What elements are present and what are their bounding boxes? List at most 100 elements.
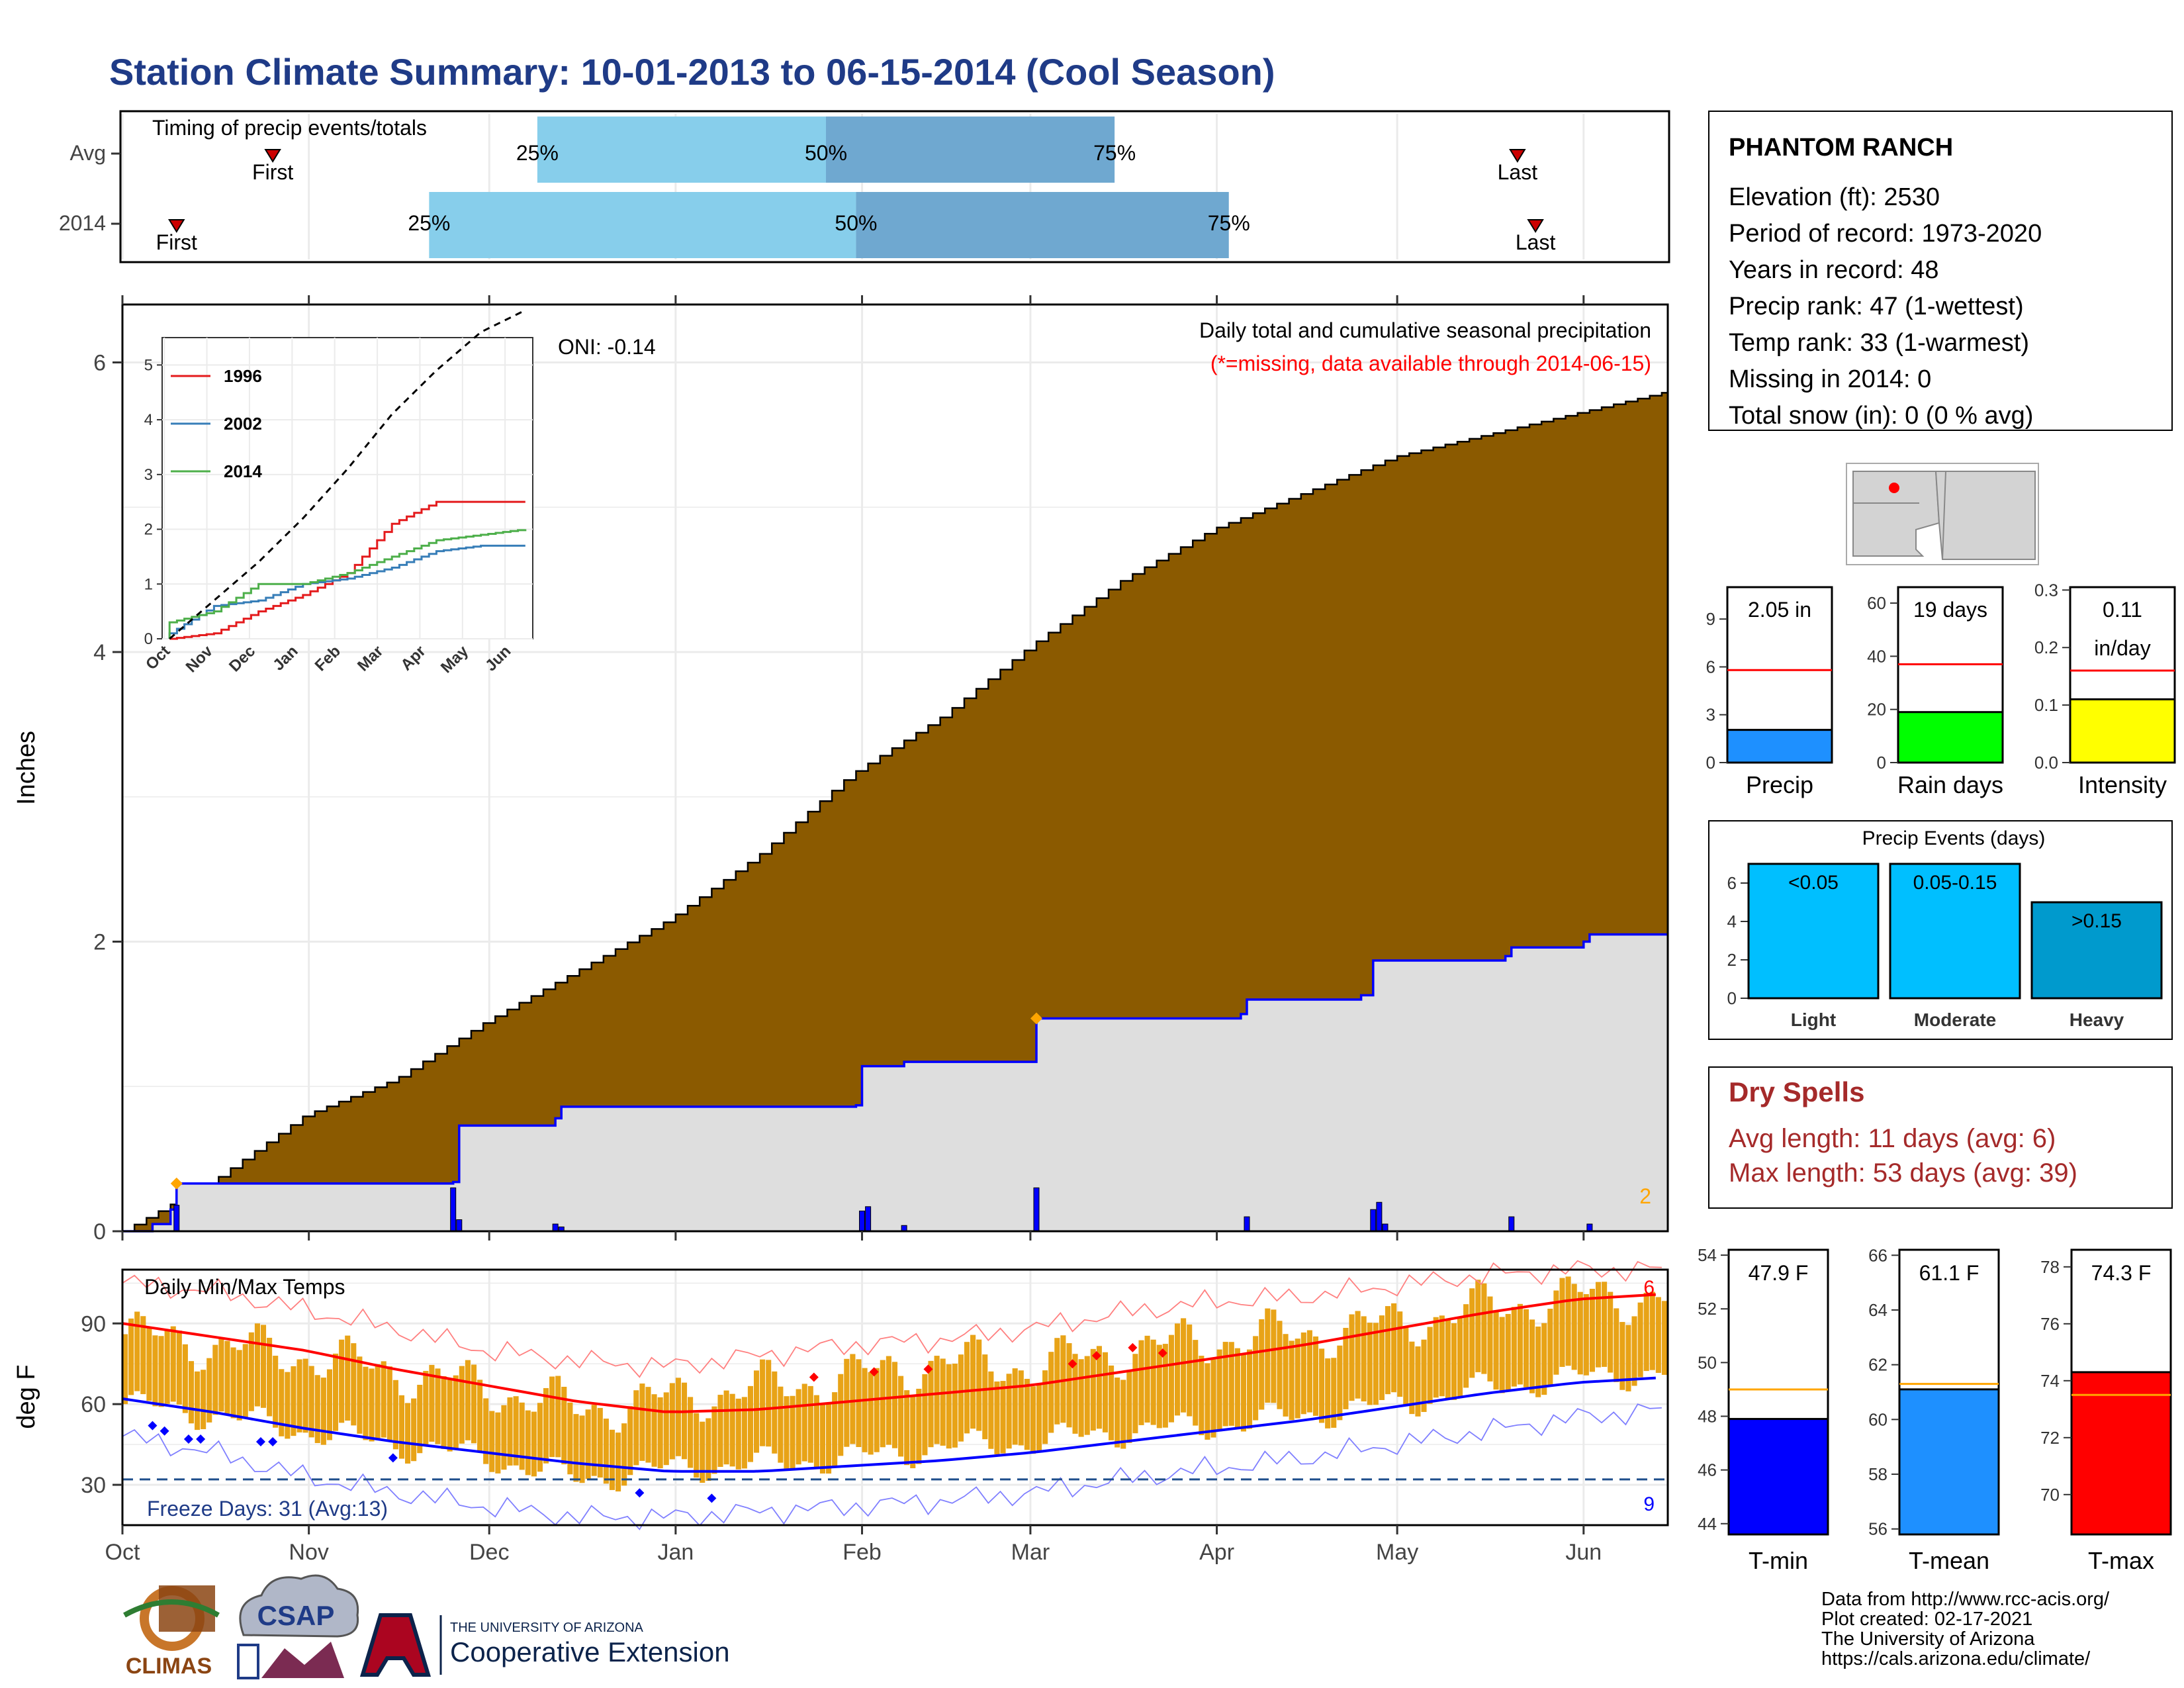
temps-xtick-label: Feb — [842, 1540, 882, 1565]
daily-temp-bar — [1349, 1314, 1355, 1401]
daily-temp-bar — [1312, 1336, 1319, 1416]
daily-temp-bar — [1210, 1359, 1216, 1438]
daily-temp-bar — [405, 1403, 411, 1464]
footer-line-2: Plot created: 02-17-2021 — [1821, 1609, 2032, 1630]
daily-temp-bar — [1367, 1323, 1373, 1405]
daily-temp-bar — [1120, 1380, 1126, 1449]
daily-temp-bar — [1547, 1309, 1553, 1386]
daily-temp-bar — [700, 1421, 705, 1483]
daily-temp-bar — [1541, 1323, 1547, 1395]
daily-precip-bar — [1382, 1223, 1388, 1232]
timing-label-75: 75% — [1208, 211, 1250, 235]
timing-panel: Timing of precip events/totals Avg 2014 … — [59, 110, 1670, 263]
daily-temp-bar — [1187, 1324, 1193, 1417]
summary-tick-label: 0.3 — [2034, 580, 2058, 600]
daily-temp-bar — [1439, 1315, 1445, 1397]
daily-temp-bar — [483, 1398, 489, 1464]
daily-temp-bar — [1469, 1288, 1475, 1378]
daily-temp-bar — [760, 1359, 766, 1446]
daily-temp-bar — [363, 1366, 369, 1440]
daily-temp-bar — [1505, 1313, 1511, 1391]
timing-bar-50-75 — [856, 192, 1229, 258]
daily-temp-bar — [519, 1402, 525, 1470]
events-bar-heavy — [2030, 901, 2163, 1000]
inset-series-2002 — [168, 544, 525, 639]
csap-logo-text: CSAP — [257, 1600, 335, 1631]
summary-tick-label: 0.0 — [2034, 753, 2058, 773]
daily-temp-bar — [146, 1327, 152, 1401]
daily-temp-bar — [645, 1387, 651, 1463]
current-cumulative-line — [122, 933, 1668, 1233]
daily-temp-bar — [441, 1376, 447, 1449]
daily-temp-bar — [729, 1393, 735, 1467]
daily-temp-bar — [1306, 1330, 1312, 1413]
daily-temp-bar — [778, 1386, 784, 1463]
timing-title: Timing of precip events/totals — [152, 116, 427, 140]
daily-temp-bar — [1565, 1276, 1571, 1366]
record-low-marker — [183, 1434, 193, 1444]
inset-legend-label: 2014 — [224, 461, 262, 481]
daily-temp-bar — [561, 1386, 567, 1465]
daily-temp-bar — [1126, 1370, 1132, 1443]
daily-temp-bar — [1445, 1320, 1451, 1399]
daily-temp-bar — [663, 1392, 669, 1466]
daily-temp-bar — [1529, 1319, 1535, 1393]
daily-temp-bar — [898, 1376, 904, 1457]
daily-temp-bar — [1253, 1336, 1259, 1421]
daily-temp-bar — [1535, 1326, 1541, 1397]
ua-logo-bottom: Cooperative Extension — [450, 1636, 730, 1667]
daily-temp-bar — [501, 1405, 507, 1470]
climas-logo-text: CLIMAS — [126, 1654, 212, 1679]
daily-temp-bar — [351, 1343, 357, 1426]
summary-tick-label: 20 — [1867, 700, 1886, 720]
daily-temp-bar — [904, 1390, 910, 1466]
temp-bar-t-mean — [1898, 1388, 2000, 1536]
summary-label-rain-days: Rain days — [1897, 771, 2003, 798]
record-low-line — [122, 1403, 1662, 1530]
timing-label-25: 25% — [516, 141, 559, 165]
page-title: Station Climate Summary: 10-01-2013 to 0… — [109, 51, 1275, 93]
events-tick-label: 0 — [1727, 988, 1737, 1008]
timing-last-label: Last — [1498, 160, 1538, 184]
events-tick-label: 4 — [1727, 912, 1737, 931]
station-location-dot — [1889, 483, 1899, 493]
dry-spells-max: Max length: 53 days (avg: 39) — [1729, 1158, 2077, 1188]
daily-temp-bar — [982, 1354, 988, 1440]
daily-temp-bar — [1487, 1296, 1493, 1382]
record-low-marker — [159, 1426, 169, 1436]
daily-precip-bar — [552, 1223, 559, 1232]
summary-tick-label: 0 — [1877, 753, 1886, 773]
daily-temp-bar — [850, 1354, 856, 1444]
daily-temp-bar — [1403, 1327, 1409, 1406]
daily-temp-bar — [267, 1337, 273, 1417]
daily-temp-bar — [212, 1344, 218, 1415]
station-info-line: Years in record: 48 — [1729, 256, 1939, 284]
summary-value-rain-days: 19 days — [1913, 598, 1987, 622]
daily-precip-bar — [450, 1187, 457, 1232]
daily-temp-bar — [308, 1366, 314, 1438]
temp-category-label: T-max — [2088, 1547, 2154, 1574]
inset-legend-label: 2002 — [224, 414, 262, 434]
daily-temp-bar — [435, 1368, 441, 1444]
daily-temp-bar — [1277, 1321, 1283, 1409]
station-info-line: Period of record: 1973-2020 — [1729, 220, 2042, 248]
daily-temp-bar — [1589, 1288, 1595, 1372]
daily-precip-bar — [1244, 1216, 1250, 1232]
daily-temp-bar — [946, 1364, 952, 1449]
daily-temp-bar — [1595, 1282, 1602, 1368]
daily-temp-bar — [1661, 1301, 1667, 1375]
timing-bar-25-50 — [537, 117, 827, 183]
timing-row-label-2014: 2014 — [59, 211, 106, 235]
daily-temp-bar — [495, 1412, 501, 1474]
daily-temp-bar — [1090, 1348, 1096, 1431]
daily-temp-bar — [1181, 1318, 1187, 1413]
avg-max-line — [122, 1293, 1656, 1413]
daily-temp-bar — [1397, 1311, 1403, 1397]
daily-temp-bar — [1030, 1386, 1036, 1454]
daily-temp-bar — [531, 1411, 537, 1477]
precip-max-marker — [170, 1177, 183, 1190]
daily-precip-bar — [865, 1206, 872, 1232]
daily-temp-bar — [122, 1334, 128, 1405]
summary-unit-intensity: in/day — [2094, 636, 2150, 660]
daily-temp-bar — [801, 1383, 807, 1462]
